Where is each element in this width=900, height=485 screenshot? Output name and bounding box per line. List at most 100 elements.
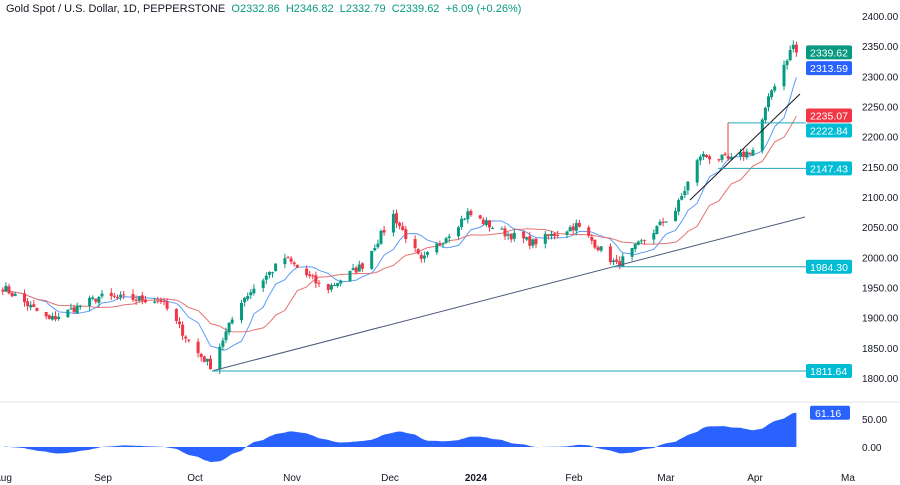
price-label: 2339.62 xyxy=(810,47,848,59)
candle-body xyxy=(525,237,529,240)
candle-body xyxy=(339,280,343,284)
candle-body xyxy=(382,230,386,233)
candle-body xyxy=(23,293,26,303)
candle-body xyxy=(131,294,135,300)
candle-body xyxy=(336,283,340,287)
candle-body xyxy=(156,300,160,302)
candle-body xyxy=(782,64,786,87)
candle-body xyxy=(116,296,119,298)
candle-body xyxy=(416,249,420,254)
price-label-box xyxy=(806,108,852,123)
candle-body xyxy=(401,226,405,230)
candle-body xyxy=(680,196,684,200)
price-tick: 2150.00 xyxy=(862,163,899,174)
candle-body xyxy=(143,299,147,303)
candle-body xyxy=(794,44,798,53)
candle-body xyxy=(54,316,57,320)
candle-body xyxy=(112,295,116,297)
candle-body xyxy=(785,60,789,66)
candle-body xyxy=(196,341,200,354)
candle-body xyxy=(481,219,485,224)
candle-body xyxy=(57,316,61,319)
candle-body xyxy=(770,90,774,98)
candle-body xyxy=(608,246,612,263)
oscillator-tick: 50.00 xyxy=(862,415,887,426)
time-tick: Ma xyxy=(841,473,855,484)
candle-body xyxy=(370,250,374,269)
candle-body xyxy=(550,233,553,237)
candle-body xyxy=(630,248,634,257)
price-tick: 2000.00 xyxy=(862,253,899,264)
candle-body xyxy=(636,241,640,245)
candle-body xyxy=(221,340,225,347)
candle-body xyxy=(72,307,76,313)
candle-body xyxy=(32,304,36,307)
candle-body xyxy=(478,215,482,219)
candle-body xyxy=(109,292,113,297)
candle-body xyxy=(274,263,278,272)
candle-body xyxy=(621,256,625,267)
candle-body xyxy=(165,301,169,309)
candle-body xyxy=(444,238,448,243)
candle-body xyxy=(69,308,73,310)
fast-moving-average xyxy=(2,77,797,351)
candle-body xyxy=(760,119,764,151)
candle-body xyxy=(720,154,724,160)
candle-body xyxy=(596,247,600,251)
candle-body xyxy=(435,243,439,253)
candle-body xyxy=(729,157,733,160)
candle-body xyxy=(543,233,547,244)
price-tick: 2100.00 xyxy=(862,193,899,204)
candle-body xyxy=(218,346,222,370)
candle-body xyxy=(748,152,752,155)
candle-body xyxy=(267,272,271,275)
candle-body xyxy=(264,275,268,280)
candle-body xyxy=(488,220,491,228)
candle-body xyxy=(612,260,615,263)
candle-body xyxy=(230,319,234,324)
candle-body xyxy=(739,152,743,157)
price-tick: 2200.00 xyxy=(862,133,899,144)
candle-body xyxy=(314,275,318,284)
candle-body xyxy=(10,292,14,297)
candle-body xyxy=(311,275,315,277)
candle-body xyxy=(717,159,721,161)
candle-body xyxy=(35,307,39,311)
candle-body xyxy=(522,231,526,239)
candle-body xyxy=(97,297,101,303)
candle-body xyxy=(66,309,70,318)
candle-body xyxy=(426,252,429,255)
ohlc-close: C2339.62 xyxy=(391,3,440,15)
candle-body xyxy=(184,336,188,339)
candle-body xyxy=(574,223,578,231)
candle-body xyxy=(469,210,473,216)
candle-body xyxy=(292,262,296,265)
candle-body xyxy=(91,297,95,299)
candle-body xyxy=(763,107,767,121)
candle-body xyxy=(698,156,702,161)
candle-body xyxy=(531,239,535,246)
candle-body xyxy=(137,296,141,301)
symbol-title: Gold Spot / U.S. Dollar, 1D, PEPPERSTONE xyxy=(6,3,226,15)
candle-body xyxy=(404,229,408,240)
candle-body xyxy=(373,248,377,251)
candle-body xyxy=(100,293,104,297)
price-label-box xyxy=(806,123,852,138)
candle-body xyxy=(460,218,464,228)
candle-body xyxy=(791,44,795,49)
price-tick: 1800.00 xyxy=(862,374,899,385)
price-tick: 2300.00 xyxy=(862,72,899,83)
chart-header: Gold Spot / U.S. Dollar, 1D, PEPPERSTONE… xyxy=(6,3,521,15)
candle-body xyxy=(398,222,402,226)
candle-body xyxy=(643,239,646,241)
candle-body xyxy=(308,274,312,277)
candle-body xyxy=(140,295,144,301)
candle-body xyxy=(202,356,206,362)
candle-body xyxy=(500,228,504,230)
candle-body xyxy=(4,285,8,292)
price-label-box xyxy=(806,161,852,176)
candle-body xyxy=(329,285,333,290)
candle-body xyxy=(615,259,619,262)
